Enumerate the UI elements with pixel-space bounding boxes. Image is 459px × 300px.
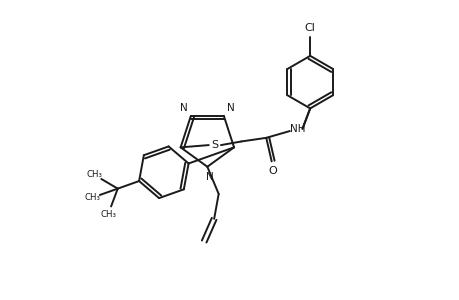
Text: CH₃: CH₃ (84, 193, 100, 202)
Text: Cl: Cl (304, 23, 315, 33)
Text: S: S (211, 140, 218, 150)
Text: NH: NH (290, 124, 305, 134)
Text: CH₃: CH₃ (100, 210, 116, 219)
Text: O: O (268, 167, 276, 176)
Text: N: N (205, 172, 213, 182)
Text: N: N (226, 103, 234, 113)
Text: N: N (180, 103, 188, 113)
Text: CH₃: CH₃ (86, 170, 102, 179)
